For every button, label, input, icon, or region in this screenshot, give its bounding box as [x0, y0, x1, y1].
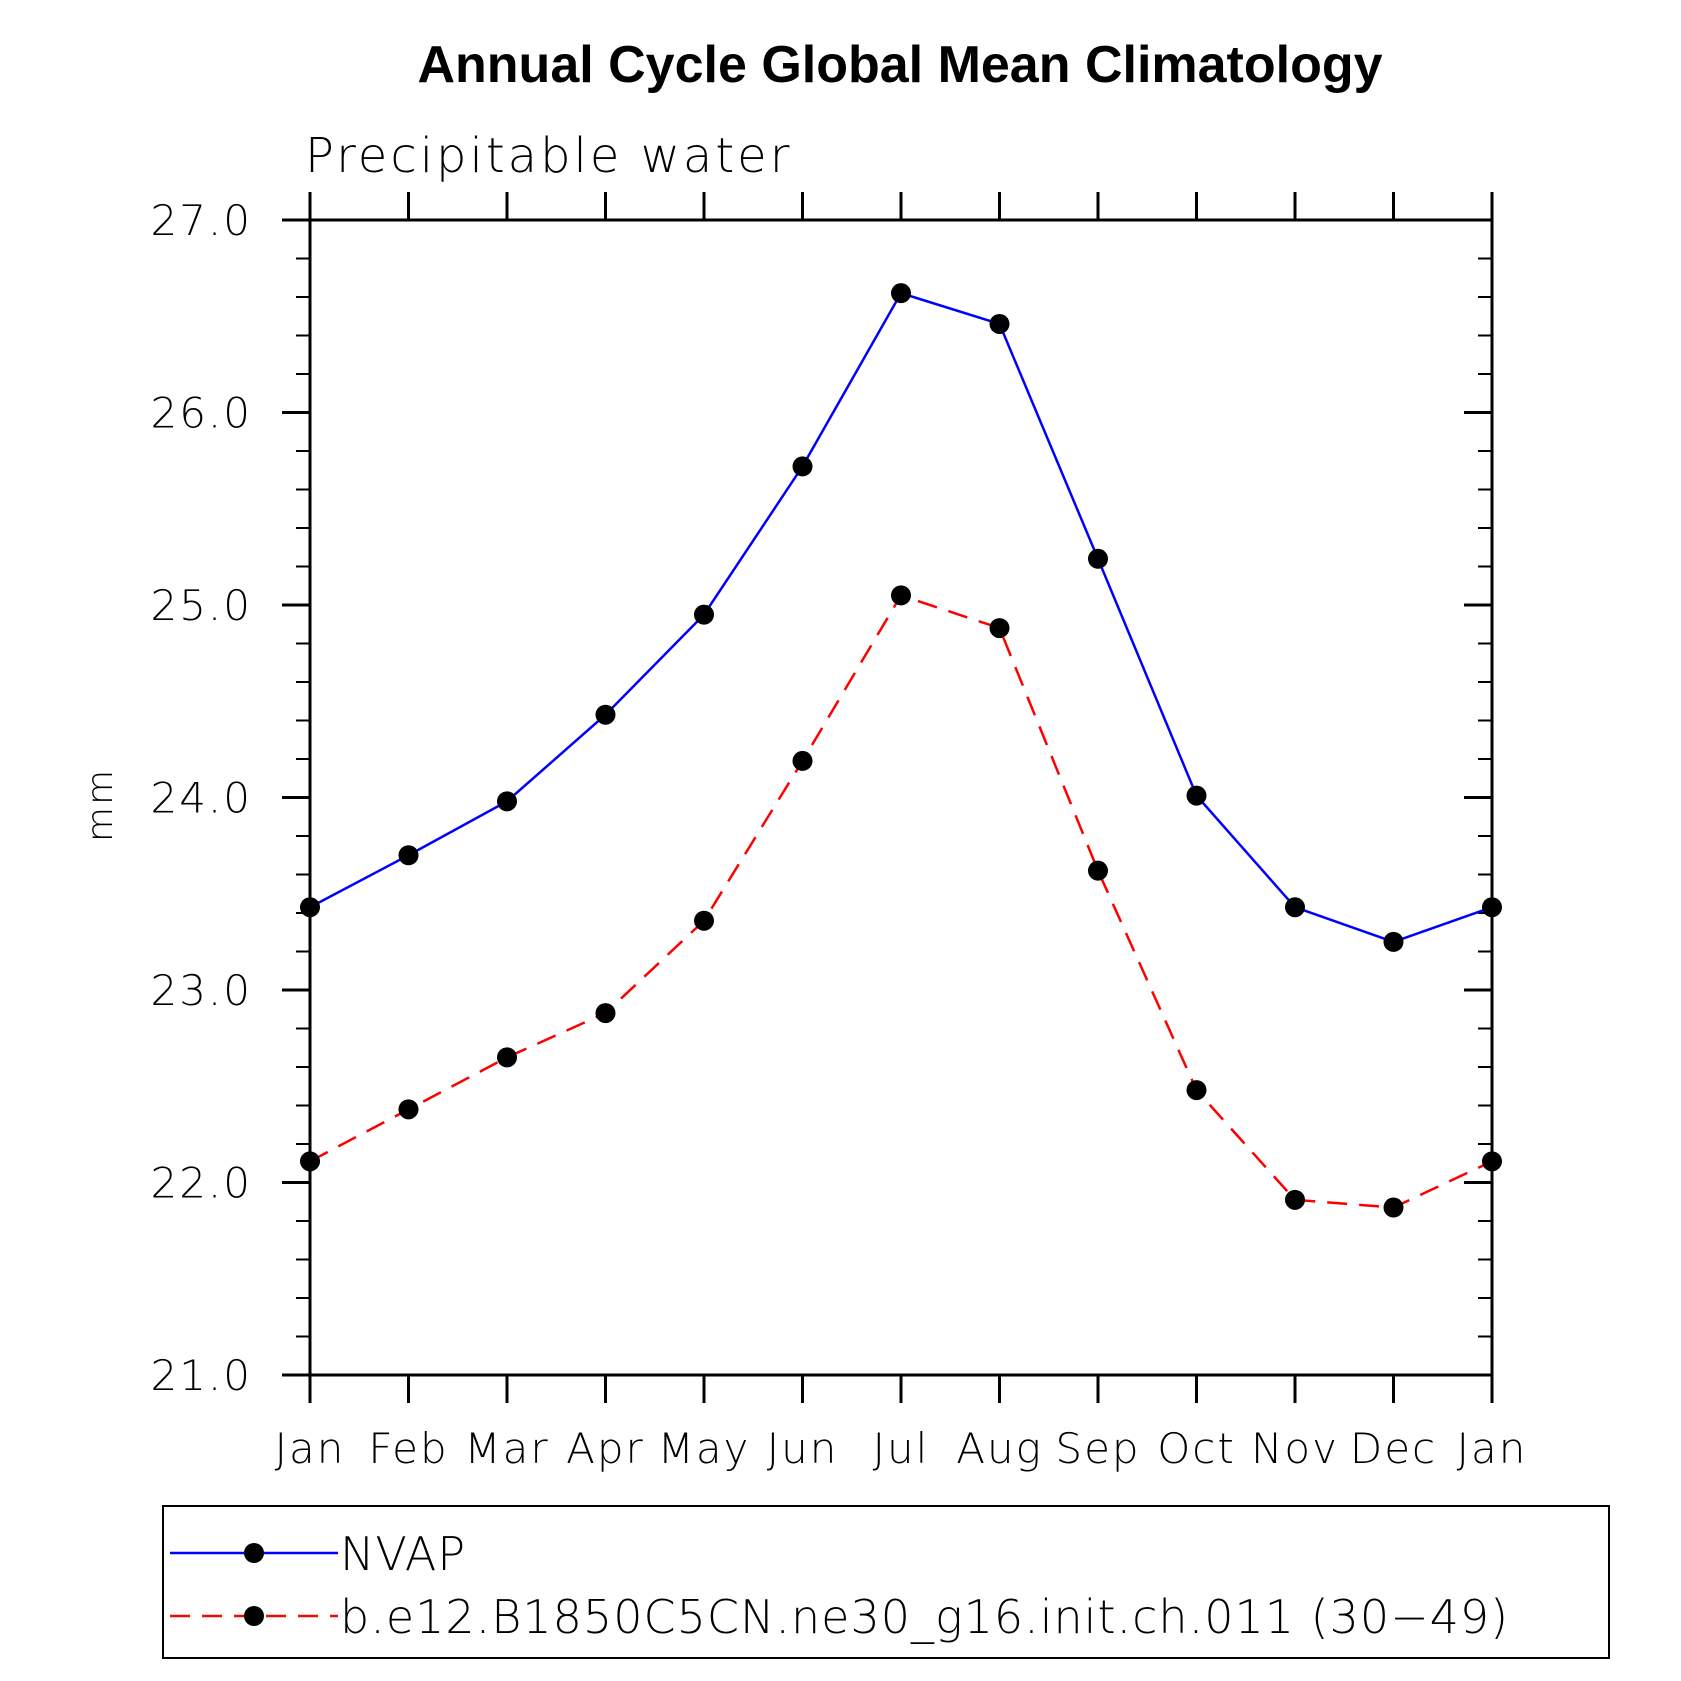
x-tick-label: Jun	[767, 1424, 839, 1473]
data-point	[497, 1047, 517, 1068]
data-point	[1285, 897, 1305, 918]
data-point	[300, 1151, 320, 1172]
data-point	[1088, 548, 1108, 569]
data-point	[595, 704, 616, 725]
y-tick-label: 23.0	[150, 966, 252, 1015]
data-point	[1285, 1189, 1305, 1210]
x-tick-label: Oct	[1157, 1424, 1236, 1473]
chart-title: Annual Cycle Global Mean Climatology	[417, 36, 1382, 94]
legend-label-1: b.e12.B1850C5CN.ne30_g16.init.ch.011 (30…	[340, 1590, 1509, 1644]
x-tick-label: Jan	[275, 1424, 346, 1473]
axes: Jan Feb Mar Apr May Jun Jul Aug Sep Oct Nov Dec Jan 2…	[150, 192, 1528, 1473]
data-point	[1383, 1197, 1404, 1218]
data-point	[1186, 1080, 1207, 1101]
legend: NVAP b.e12.B1850C5CN.ne30_g16.init.ch.011…	[162, 1505, 1610, 1659]
data-point	[1186, 785, 1207, 806]
data-point	[792, 750, 813, 771]
data-point	[1088, 860, 1108, 881]
series-line-1	[309, 593, 1493, 1209]
data-point	[1482, 897, 1502, 918]
y-axis-label: mm	[80, 768, 121, 842]
data-point	[398, 845, 419, 866]
data-point	[694, 910, 714, 931]
legend-label-0: NVAP	[340, 1527, 466, 1581]
data-point	[1482, 1151, 1502, 1172]
data-point	[989, 618, 1010, 639]
legend-marker	[244, 1606, 264, 1626]
data-point	[891, 585, 911, 606]
series-line-0	[309, 291, 1493, 944]
x-tick-label: Mar	[464, 1424, 549, 1473]
x-tick-label: Dec	[1350, 1424, 1437, 1473]
x-tick-label: Aug	[956, 1424, 1043, 1473]
data-point	[989, 313, 1010, 334]
data-point	[792, 456, 813, 477]
chart-subtitle: Precipitable water	[305, 128, 792, 184]
data-point	[300, 897, 320, 918]
y-tick-label: 24.0	[150, 774, 252, 823]
data-point	[497, 791, 517, 812]
x-tick-label: May	[658, 1424, 751, 1473]
x-tick-label: Nov	[1251, 1424, 1339, 1473]
x-tick-label: Sep	[1055, 1424, 1140, 1473]
y-tick-label: 22.0	[150, 1159, 252, 1208]
y-tick-label: 25.0	[150, 581, 252, 630]
y-tick-label: 27.0	[150, 196, 252, 245]
data-point	[891, 283, 911, 304]
x-tick-label: Jul	[873, 1424, 930, 1473]
data-point	[398, 1099, 419, 1120]
y-tick-label: 26.0	[150, 389, 252, 438]
series-group	[300, 283, 1502, 1218]
x-tick-label: Jan	[1457, 1424, 1528, 1473]
x-tick-label: Feb	[368, 1424, 448, 1473]
data-point	[694, 604, 714, 625]
legend-marker	[244, 1543, 264, 1563]
legend-box	[162, 1505, 1610, 1659]
data-point	[1383, 931, 1404, 952]
data-point	[595, 1003, 616, 1024]
x-tick-label: Apr	[566, 1424, 645, 1473]
y-tick-label: 21.0	[150, 1351, 252, 1400]
